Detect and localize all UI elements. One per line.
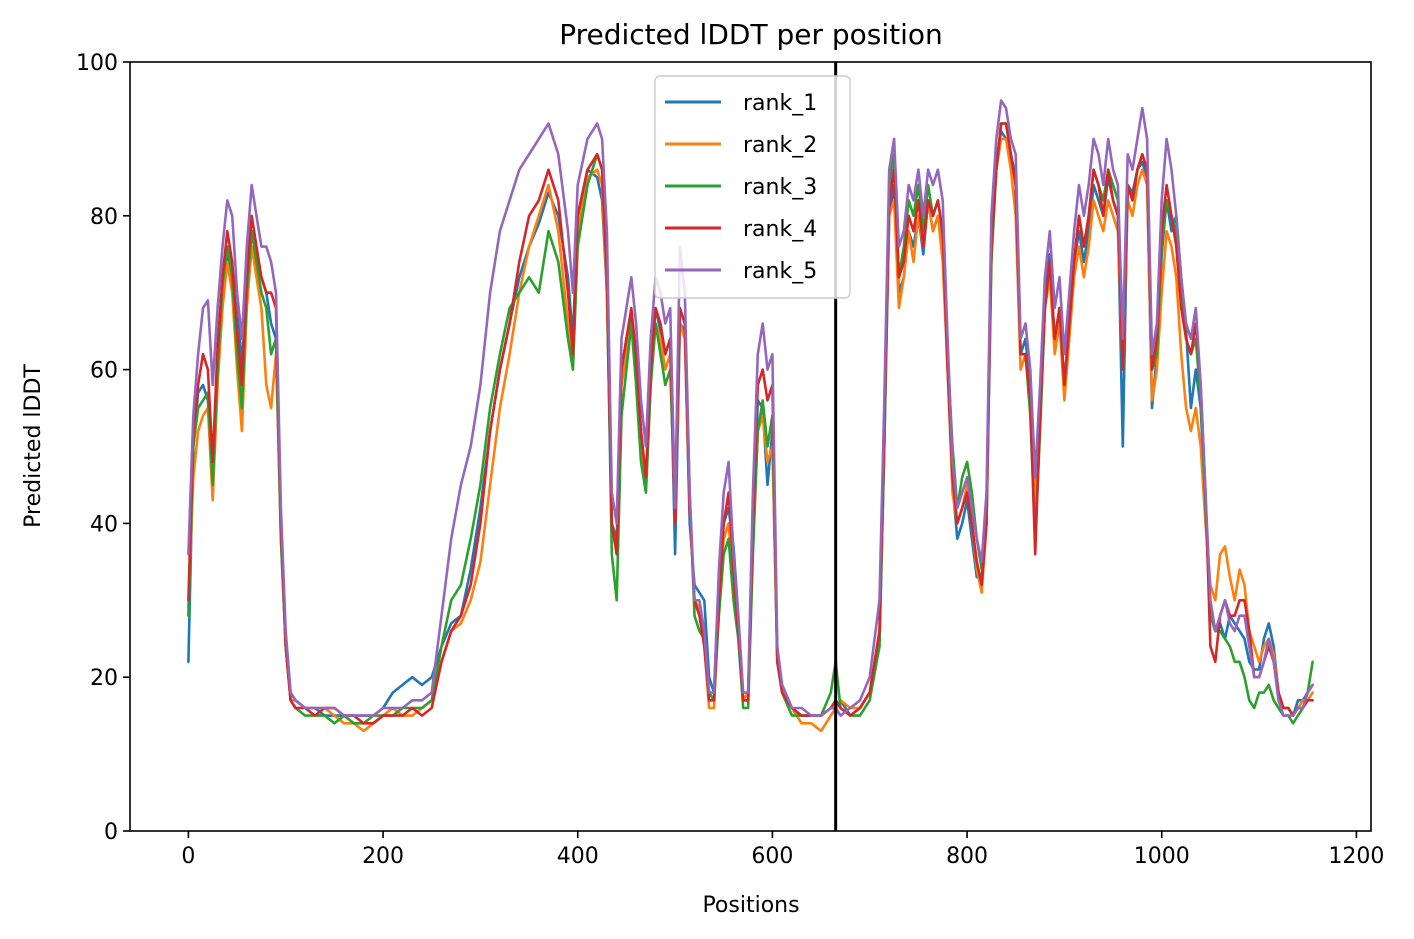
x-tick-label: 400 — [557, 844, 599, 869]
x-axis-label: Positions — [702, 893, 799, 918]
legend-box — [654, 75, 851, 299]
legend-label-rank_2: rank_2 — [743, 133, 817, 158]
y-tick-label: 80 — [90, 205, 118, 230]
y-tick-label: 60 — [90, 359, 118, 384]
y-axis-label: Predicted lDDT — [21, 364, 46, 528]
chart-title: Predicted lDDT per position — [559, 18, 943, 51]
x-tick-label: 200 — [362, 844, 404, 869]
legend-label-rank_3: rank_3 — [743, 175, 817, 200]
x-tick-label: 800 — [946, 844, 988, 869]
y-tick-label: 40 — [90, 512, 118, 537]
x-tick-label: 0 — [181, 844, 195, 869]
x-axis: 0 200 400 600 800 1000 1200 — [181, 831, 1384, 869]
legend-label-rank_1: rank_1 — [743, 91, 817, 116]
x-tick-label: 600 — [751, 844, 793, 869]
series-line-rank_5 — [187, 99, 1314, 717]
y-tick-label: 100 — [76, 51, 118, 76]
x-tick-label: 1000 — [1134, 844, 1190, 869]
plot-series — [187, 99, 1314, 733]
legend-label-rank_5: rank_5 — [743, 259, 817, 284]
legend: rank_1 rank_2 rank_3 rank_4 rank_5 — [654, 75, 851, 299]
x-tick-label: 1200 — [1328, 844, 1384, 869]
y-tick-label: 20 — [90, 666, 118, 691]
y-axis: 0 20 40 60 80 100 — [76, 51, 130, 845]
y-tick-label: 0 — [104, 820, 118, 845]
plot-frame — [129, 61, 1372, 832]
legend-label-rank_4: rank_4 — [743, 217, 817, 242]
